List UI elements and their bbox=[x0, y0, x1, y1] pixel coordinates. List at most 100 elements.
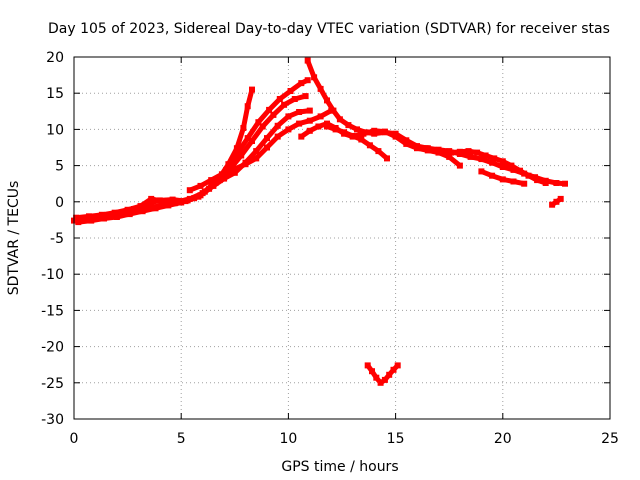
point-8-0 bbox=[422, 145, 429, 152]
point-1-18 bbox=[287, 88, 294, 94]
point-5-26 bbox=[553, 180, 560, 186]
point-5-2 bbox=[317, 85, 324, 92]
x-tick-label-2: 10 bbox=[279, 431, 297, 447]
point-3-19 bbox=[296, 109, 303, 115]
point-10-1 bbox=[553, 198, 560, 205]
point-11-1 bbox=[369, 368, 375, 375]
point-3-8 bbox=[171, 200, 178, 207]
point-8-7 bbox=[482, 152, 489, 159]
point-4-0 bbox=[186, 187, 193, 194]
point-8-3 bbox=[448, 149, 455, 156]
point-3-6 bbox=[148, 195, 155, 202]
point-5-27 bbox=[562, 180, 568, 187]
point-1-4 bbox=[126, 211, 133, 218]
point-2-16 bbox=[270, 111, 277, 118]
point-4-6 bbox=[253, 155, 260, 162]
point-8-14 bbox=[542, 180, 549, 186]
point-8-2 bbox=[439, 148, 446, 155]
point-5-20 bbox=[489, 159, 496, 166]
point-1-17 bbox=[276, 96, 283, 102]
point-3-10 bbox=[197, 192, 204, 199]
x-tick-label-3: 15 bbox=[387, 431, 405, 447]
point-8-4 bbox=[456, 148, 463, 155]
point-9-4 bbox=[521, 180, 528, 187]
point-2-13 bbox=[238, 152, 245, 159]
point-7-3 bbox=[349, 132, 356, 139]
point-4-12 bbox=[317, 113, 324, 120]
point-9-3 bbox=[510, 178, 517, 185]
point-1-14 bbox=[244, 135, 251, 142]
point-5-21 bbox=[499, 164, 506, 170]
point-2-17 bbox=[281, 101, 288, 108]
point-11-0 bbox=[364, 362, 371, 369]
point-3-7 bbox=[158, 198, 165, 205]
point-2-15 bbox=[259, 123, 266, 130]
point-1-5 bbox=[139, 208, 146, 215]
point-5-19 bbox=[478, 156, 485, 163]
point-2-7 bbox=[169, 196, 176, 203]
point-5-3 bbox=[324, 97, 330, 104]
series-arc-2 bbox=[75, 77, 311, 226]
point-2-14 bbox=[249, 138, 255, 144]
y-tick-label-1: -25 bbox=[41, 376, 64, 392]
series-arc-7 bbox=[298, 120, 463, 169]
point-8-1 bbox=[431, 147, 438, 154]
point-3-12 bbox=[221, 175, 228, 182]
point-0-14 bbox=[233, 145, 240, 152]
point-9-2 bbox=[499, 176, 506, 183]
point-4-2 bbox=[208, 177, 215, 184]
point-3-16 bbox=[264, 135, 270, 142]
point-0-16 bbox=[244, 103, 251, 110]
point-1-16 bbox=[266, 106, 273, 113]
point-3-5 bbox=[137, 203, 144, 210]
point-4-4 bbox=[229, 166, 236, 173]
point-11-7 bbox=[394, 362, 401, 369]
point-1-6 bbox=[152, 205, 159, 212]
point-3-20 bbox=[306, 107, 313, 114]
point-6-15 bbox=[446, 153, 453, 160]
point-1-7 bbox=[165, 202, 172, 209]
point-11-6 bbox=[390, 366, 397, 373]
point-1-0 bbox=[75, 219, 82, 226]
point-11-3 bbox=[377, 379, 384, 386]
point-3-4 bbox=[124, 206, 131, 213]
point-5-7 bbox=[354, 126, 360, 133]
point-5-12 bbox=[403, 137, 410, 144]
point-5-22 bbox=[510, 166, 517, 173]
point-8-11 bbox=[517, 167, 523, 174]
point-11-2 bbox=[373, 374, 380, 381]
point-9-0 bbox=[478, 168, 485, 175]
point-11-5 bbox=[386, 371, 393, 378]
point-4-5 bbox=[242, 161, 249, 168]
point-3-9 bbox=[184, 197, 191, 204]
point-10-0 bbox=[549, 201, 556, 208]
point-0-15 bbox=[240, 125, 247, 131]
point-6-9 bbox=[381, 128, 388, 135]
point-7-1 bbox=[332, 126, 339, 133]
point-5-0 bbox=[304, 57, 311, 64]
point-1-13 bbox=[233, 151, 240, 157]
y-tick-label-10: 20 bbox=[46, 50, 64, 66]
point-4-8 bbox=[274, 133, 281, 140]
point-3-2 bbox=[98, 211, 105, 218]
point-6-0 bbox=[298, 133, 305, 140]
point-5-4 bbox=[330, 107, 337, 114]
series-arc-4 bbox=[73, 107, 313, 221]
point-6-11 bbox=[403, 140, 410, 147]
point-5-18 bbox=[467, 153, 474, 160]
y-tick-label-7: 5 bbox=[55, 159, 64, 175]
point-2-18 bbox=[291, 96, 298, 102]
y-tick-label-0: -30 bbox=[41, 412, 64, 428]
point-8-5 bbox=[465, 148, 472, 155]
series-arc-6 bbox=[304, 57, 568, 187]
point-9-1 bbox=[489, 172, 496, 179]
x-tick-label-0: 0 bbox=[70, 431, 79, 447]
grid bbox=[74, 57, 610, 419]
series-arc-12 bbox=[364, 362, 401, 386]
point-10-2 bbox=[557, 195, 564, 202]
point-7-5 bbox=[366, 142, 373, 149]
point-1-19 bbox=[298, 80, 305, 87]
point-4-9 bbox=[285, 126, 292, 133]
point-8-6 bbox=[474, 149, 481, 156]
